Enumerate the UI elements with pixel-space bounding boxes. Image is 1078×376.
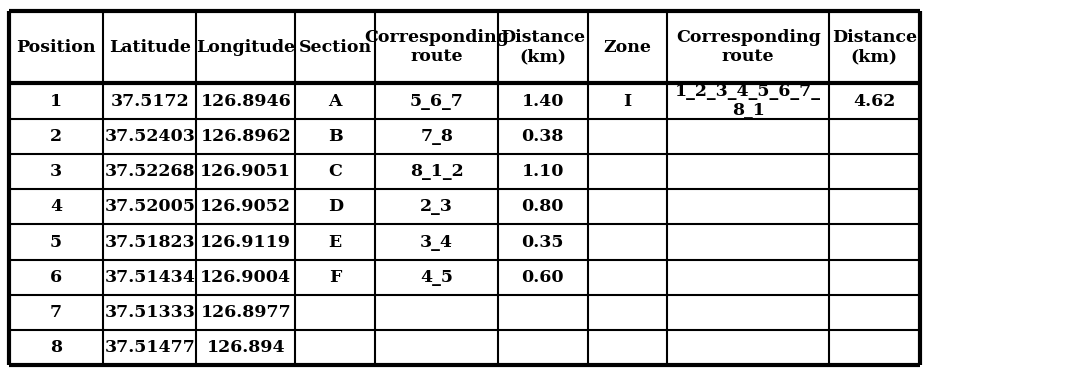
Text: 37.51333: 37.51333 <box>105 304 195 321</box>
Text: 126.8962: 126.8962 <box>201 128 291 145</box>
Text: 5: 5 <box>50 233 63 250</box>
Text: C: C <box>329 163 342 180</box>
Text: 37.5172: 37.5172 <box>111 92 189 109</box>
Text: 4_5: 4_5 <box>420 269 453 286</box>
Text: 37.51823: 37.51823 <box>105 233 195 250</box>
Text: Corresponding
route: Corresponding route <box>364 29 509 65</box>
Text: 0.60: 0.60 <box>522 269 564 286</box>
Text: 1: 1 <box>50 92 63 109</box>
Text: Zone: Zone <box>604 38 651 56</box>
Text: 126.9052: 126.9052 <box>201 199 291 215</box>
Text: Latitude: Latitude <box>109 38 191 56</box>
Text: 126.9051: 126.9051 <box>201 163 291 180</box>
Text: 1.40: 1.40 <box>522 92 564 109</box>
Text: 0.38: 0.38 <box>522 128 564 145</box>
Text: I: I <box>623 92 632 109</box>
Text: B: B <box>328 128 343 145</box>
Text: 126.8946: 126.8946 <box>201 92 291 109</box>
Text: 3_4: 3_4 <box>420 233 453 250</box>
Text: 5_6_7: 5_6_7 <box>410 92 464 109</box>
Text: 126.894: 126.894 <box>207 340 285 356</box>
Text: Position: Position <box>16 38 96 56</box>
Text: 4.62: 4.62 <box>853 92 896 109</box>
Text: 0.35: 0.35 <box>522 233 564 250</box>
Text: 2: 2 <box>50 128 63 145</box>
Text: A: A <box>329 92 342 109</box>
Text: 6: 6 <box>50 269 63 286</box>
Text: 0.80: 0.80 <box>522 199 564 215</box>
Text: 37.51434: 37.51434 <box>105 269 195 286</box>
Text: 37.52268: 37.52268 <box>105 163 195 180</box>
Text: 126.9004: 126.9004 <box>201 269 291 286</box>
Text: 126.9119: 126.9119 <box>201 233 291 250</box>
Text: 37.51477: 37.51477 <box>105 340 195 356</box>
Text: Section: Section <box>299 38 372 56</box>
Text: Longitude: Longitude <box>196 38 295 56</box>
Text: Corresponding
route: Corresponding route <box>676 29 820 65</box>
Text: 2_3: 2_3 <box>420 199 453 215</box>
Text: 37.52005: 37.52005 <box>105 199 195 215</box>
Text: 1.10: 1.10 <box>522 163 564 180</box>
Text: 7_8: 7_8 <box>420 128 453 145</box>
Text: 37.52403: 37.52403 <box>105 128 195 145</box>
Text: Distance
(km): Distance (km) <box>832 29 916 65</box>
Text: 4: 4 <box>50 199 63 215</box>
Text: Distance
(km): Distance (km) <box>500 29 585 65</box>
Text: 126.8977: 126.8977 <box>201 304 291 321</box>
Text: 3: 3 <box>50 163 63 180</box>
Text: 1_2_3_4_5_6_7_
8_1: 1_2_3_4_5_6_7_ 8_1 <box>675 83 821 120</box>
Text: D: D <box>328 199 343 215</box>
Text: F: F <box>329 269 342 286</box>
Text: 7: 7 <box>50 304 63 321</box>
Text: 8: 8 <box>50 340 63 356</box>
Text: E: E <box>329 233 342 250</box>
Text: 8_1_2: 8_1_2 <box>410 163 464 180</box>
